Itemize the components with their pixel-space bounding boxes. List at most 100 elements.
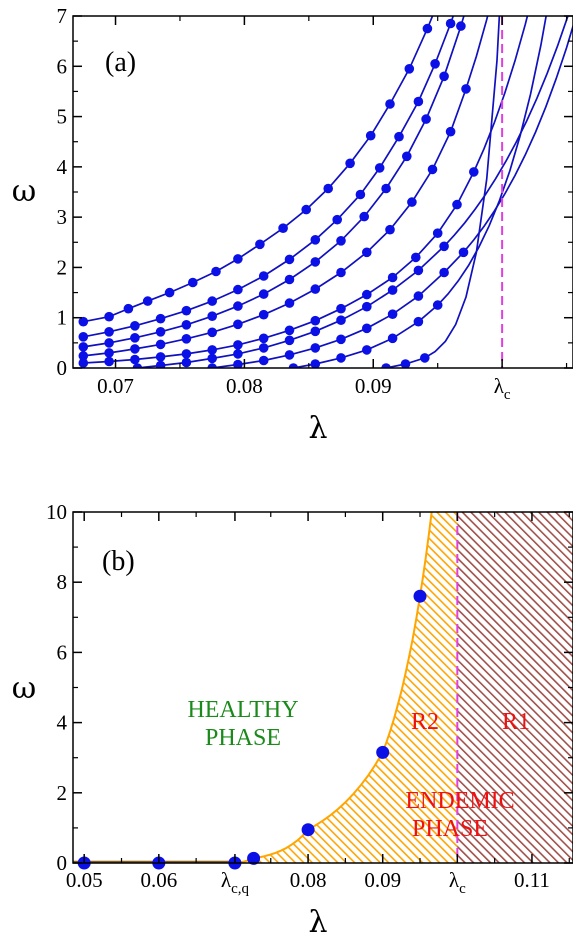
panel-a-point-4-10 xyxy=(336,303,346,314)
panel-a-point-8-1 xyxy=(400,359,411,368)
panel-a-point-1-2 xyxy=(130,321,140,331)
panel-a-y-axis-label: ω xyxy=(12,174,36,209)
panel-a-point-0-11 xyxy=(323,183,334,194)
panel-a-point-3-9 xyxy=(310,284,321,294)
panel-a-point-1-15 xyxy=(430,59,440,69)
panel-b-x-tick-label-3: 0.08 xyxy=(290,868,327,892)
panel-a-point-1-12 xyxy=(374,163,385,173)
panel-a-point-4-16 xyxy=(469,167,479,177)
panel-a-point-3-14 xyxy=(427,164,438,175)
panel-b-y-tick-label-3: 6 xyxy=(57,640,68,664)
panel-a-point-1-3 xyxy=(155,313,166,324)
panel-a-point-0-15 xyxy=(404,64,415,74)
panel-a-point-2-1 xyxy=(104,338,114,348)
panel-a-point-0-5 xyxy=(188,277,198,288)
panel-a-point-6-3 xyxy=(284,350,295,360)
panel-a-point-3-4 xyxy=(181,334,192,344)
panel-a-point-2-4 xyxy=(181,320,192,330)
panel-a-point-8-2 xyxy=(420,353,430,363)
panel-a-series-line-0 xyxy=(83,16,434,323)
panel-b-regions xyxy=(234,512,573,863)
panel-a-point-3-2 xyxy=(130,344,140,354)
panel-a-x-tick-label-1: 0.08 xyxy=(226,374,263,398)
panel-a-point-4-2 xyxy=(130,354,140,365)
panel-a-point-1-1 xyxy=(104,327,114,337)
panel-a-point-2-7 xyxy=(258,289,269,299)
panel-a-point-7-1 xyxy=(310,359,321,368)
panel-b-label: (b) xyxy=(102,546,135,577)
panel-a-x-tick-label-3: λc xyxy=(494,374,511,403)
panel-a-point-4-12 xyxy=(387,272,398,283)
panel-a-point-4-8 xyxy=(284,325,295,336)
panel-a-point-7-0 xyxy=(288,363,299,368)
panel-b-x-tick-label-1: 0.06 xyxy=(140,868,177,892)
panel-a-point-1-14 xyxy=(413,96,424,107)
panel-a-point-0-2 xyxy=(123,303,134,314)
panel-a-point-4-15 xyxy=(452,199,462,210)
panel-a-point-2-11 xyxy=(359,211,370,222)
panel-b-y-tick-label-5: 10 xyxy=(46,500,67,524)
panel-a-point-6-1 xyxy=(233,359,243,368)
panel-a-point-0-9 xyxy=(278,223,288,233)
panel-b-x-tick-label-2: λc,q xyxy=(221,868,250,897)
panel-a-label: (a) xyxy=(105,47,136,78)
panel-a-point-3-8 xyxy=(284,298,295,308)
healthy-phase-label-line2: PHASE xyxy=(205,725,281,751)
panel-a-point-5-9 xyxy=(362,301,372,312)
panel-a-point-5-4 xyxy=(233,349,243,359)
panel-b-x-tick-label-4: 0.09 xyxy=(364,868,401,892)
panel-a-point-3-5 xyxy=(207,327,217,338)
panel-a-point-2-14 xyxy=(421,114,431,124)
panel-a-point-7-5 xyxy=(413,316,424,327)
panel-a-point-3-15 xyxy=(445,126,456,137)
panel-a-point-1-7 xyxy=(258,271,269,281)
panel-a-point-3-3 xyxy=(155,339,166,350)
panel-a-point-3-16 xyxy=(461,84,471,94)
panel-a-point-4-0 xyxy=(78,358,89,368)
panel-a-point-4-9 xyxy=(310,315,321,326)
panel-a-point-0-6 xyxy=(211,266,221,277)
panel-a-point-2-6 xyxy=(233,301,243,311)
panel-a-point-6-6 xyxy=(362,323,372,334)
panel-a-y-tick-label-1: 1 xyxy=(57,306,68,330)
panel-a-point-6-4 xyxy=(310,343,321,353)
panel-a-point-1-10 xyxy=(332,214,343,225)
panel-b-point-5 xyxy=(376,745,390,759)
panel-a-point-5-1 xyxy=(155,360,166,368)
panel-a-point-6-9 xyxy=(439,267,449,278)
panel-a-point-4-1 xyxy=(104,356,114,367)
panel-a-point-2-9 xyxy=(310,257,321,267)
panel-a-point-2-3 xyxy=(155,327,166,337)
panel-a-point-1-0 xyxy=(78,332,89,342)
panel-a-point-1-6 xyxy=(233,284,243,295)
panel-b-y-tick-label-1: 2 xyxy=(57,781,68,805)
panel-a: 0.07 0.08 0.09 λc 0 1 2 3 4 5 6 7 (a) λ ω xyxy=(12,4,573,446)
panel-a-point-0-12 xyxy=(345,158,355,169)
panel-a-point-2-2 xyxy=(130,333,140,343)
panel-a-x-tick-label-0: 0.07 xyxy=(97,374,134,398)
panel-a-point-0-7 xyxy=(233,254,243,264)
panel-a-y-ticks: 0 1 2 3 4 5 6 7 xyxy=(57,4,573,380)
panel-a-point-4-4 xyxy=(181,349,192,359)
panel-a-series-line-6 xyxy=(212,23,573,368)
r1-label: R1 xyxy=(502,709,530,735)
panel-a-point-6-0 xyxy=(207,363,217,368)
panel-a-point-8-0 xyxy=(381,363,391,368)
panel-b-points xyxy=(77,589,427,870)
panel-a-y-tick-label-2: 2 xyxy=(57,255,68,279)
panel-b-y-ticks: 0 2 4 6 8 10 xyxy=(46,500,573,875)
panel-a-point-0-13 xyxy=(365,130,376,141)
panel-a-point-6-7 xyxy=(387,309,398,320)
panel-b-x-tick-label-5: λc xyxy=(449,868,466,897)
panel-b-x-axis-label: λ xyxy=(308,905,327,937)
panel-a-point-4-7 xyxy=(258,333,269,344)
endemic-region-r1 xyxy=(457,512,573,863)
panel-a-point-5-11 xyxy=(413,265,424,276)
panel-a-point-5-3 xyxy=(207,353,217,364)
panel-a-point-6-10 xyxy=(458,247,469,258)
panel-a-point-2-10 xyxy=(336,236,346,246)
panel-a-point-3-0 xyxy=(78,351,89,361)
panel-a-point-0-4 xyxy=(164,287,175,298)
panel-a-point-0-10 xyxy=(301,204,312,215)
